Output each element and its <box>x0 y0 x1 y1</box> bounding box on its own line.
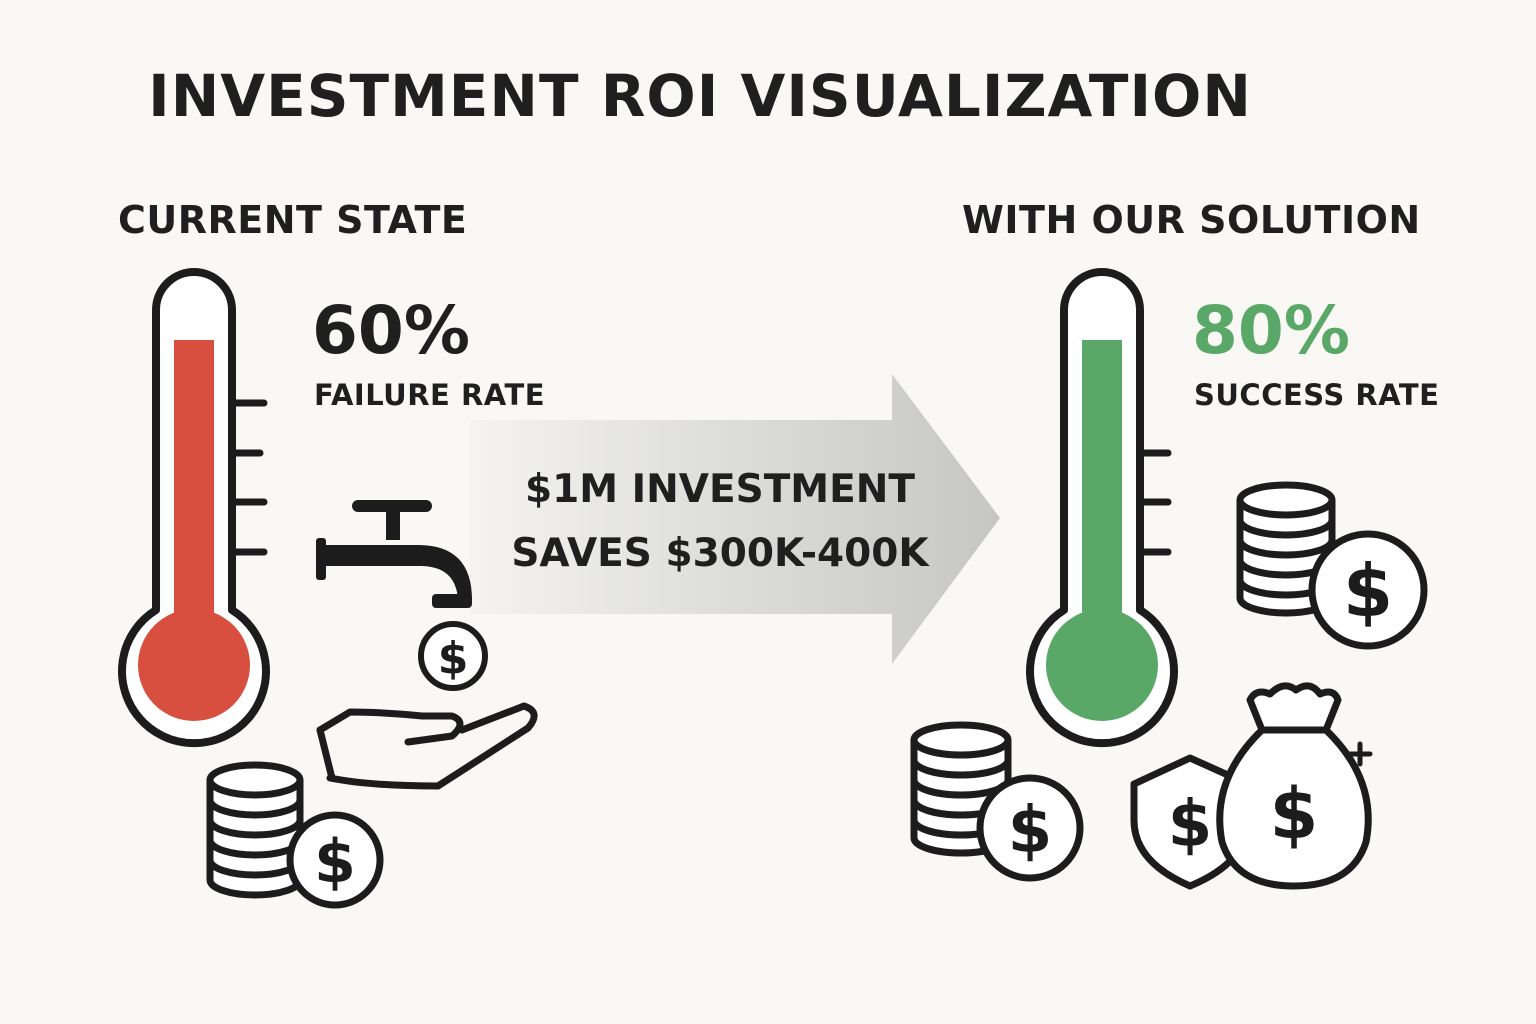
success-rate-label: SUCCESS RATE <box>1194 378 1440 412</box>
svg-text:$: $ <box>1343 549 1393 633</box>
page-title: INVESTMENT ROI VISUALIZATION <box>148 62 1252 130</box>
solution-heading: WITH OUR SOLUTION <box>962 198 1421 242</box>
current-state-heading: CURRENT STATE <box>118 198 468 242</box>
money-bag-icon: $ <box>1216 682 1373 890</box>
thermometer-icon-left <box>118 268 270 748</box>
success-level-fill <box>1082 340 1122 640</box>
arrow-caption-line1: $1M INVESTMENT <box>524 467 916 512</box>
failure-percent: 60% <box>312 292 470 369</box>
thermometer-icon-right <box>1026 268 1178 748</box>
coin-stack-icon-left: $ <box>206 761 384 909</box>
coin-stack-icon-right-bottom: $ <box>910 721 1084 882</box>
failure-level-fill <box>174 340 214 640</box>
svg-text:$: $ <box>1168 788 1213 862</box>
svg-text:$: $ <box>314 827 356 897</box>
svg-text:$: $ <box>1008 794 1053 868</box>
coin-stack-icon-right-top: $ <box>1236 481 1428 650</box>
svg-text:$: $ <box>1270 773 1319 855</box>
arrow-caption: $1M INVESTMENT SAVES $300K-400K <box>470 458 970 586</box>
faucet-icon <box>316 500 472 608</box>
open-hand-icon <box>316 702 538 790</box>
failure-rate-label: FAILURE RATE <box>314 378 546 412</box>
transition-arrow <box>470 374 1000 664</box>
success-percent: 80% <box>1192 292 1350 369</box>
dollar-coin-icon: $ <box>418 621 488 691</box>
arrow-caption-line2: SAVES $300K-400K <box>511 531 929 576</box>
svg-text:$: $ <box>438 633 469 684</box>
